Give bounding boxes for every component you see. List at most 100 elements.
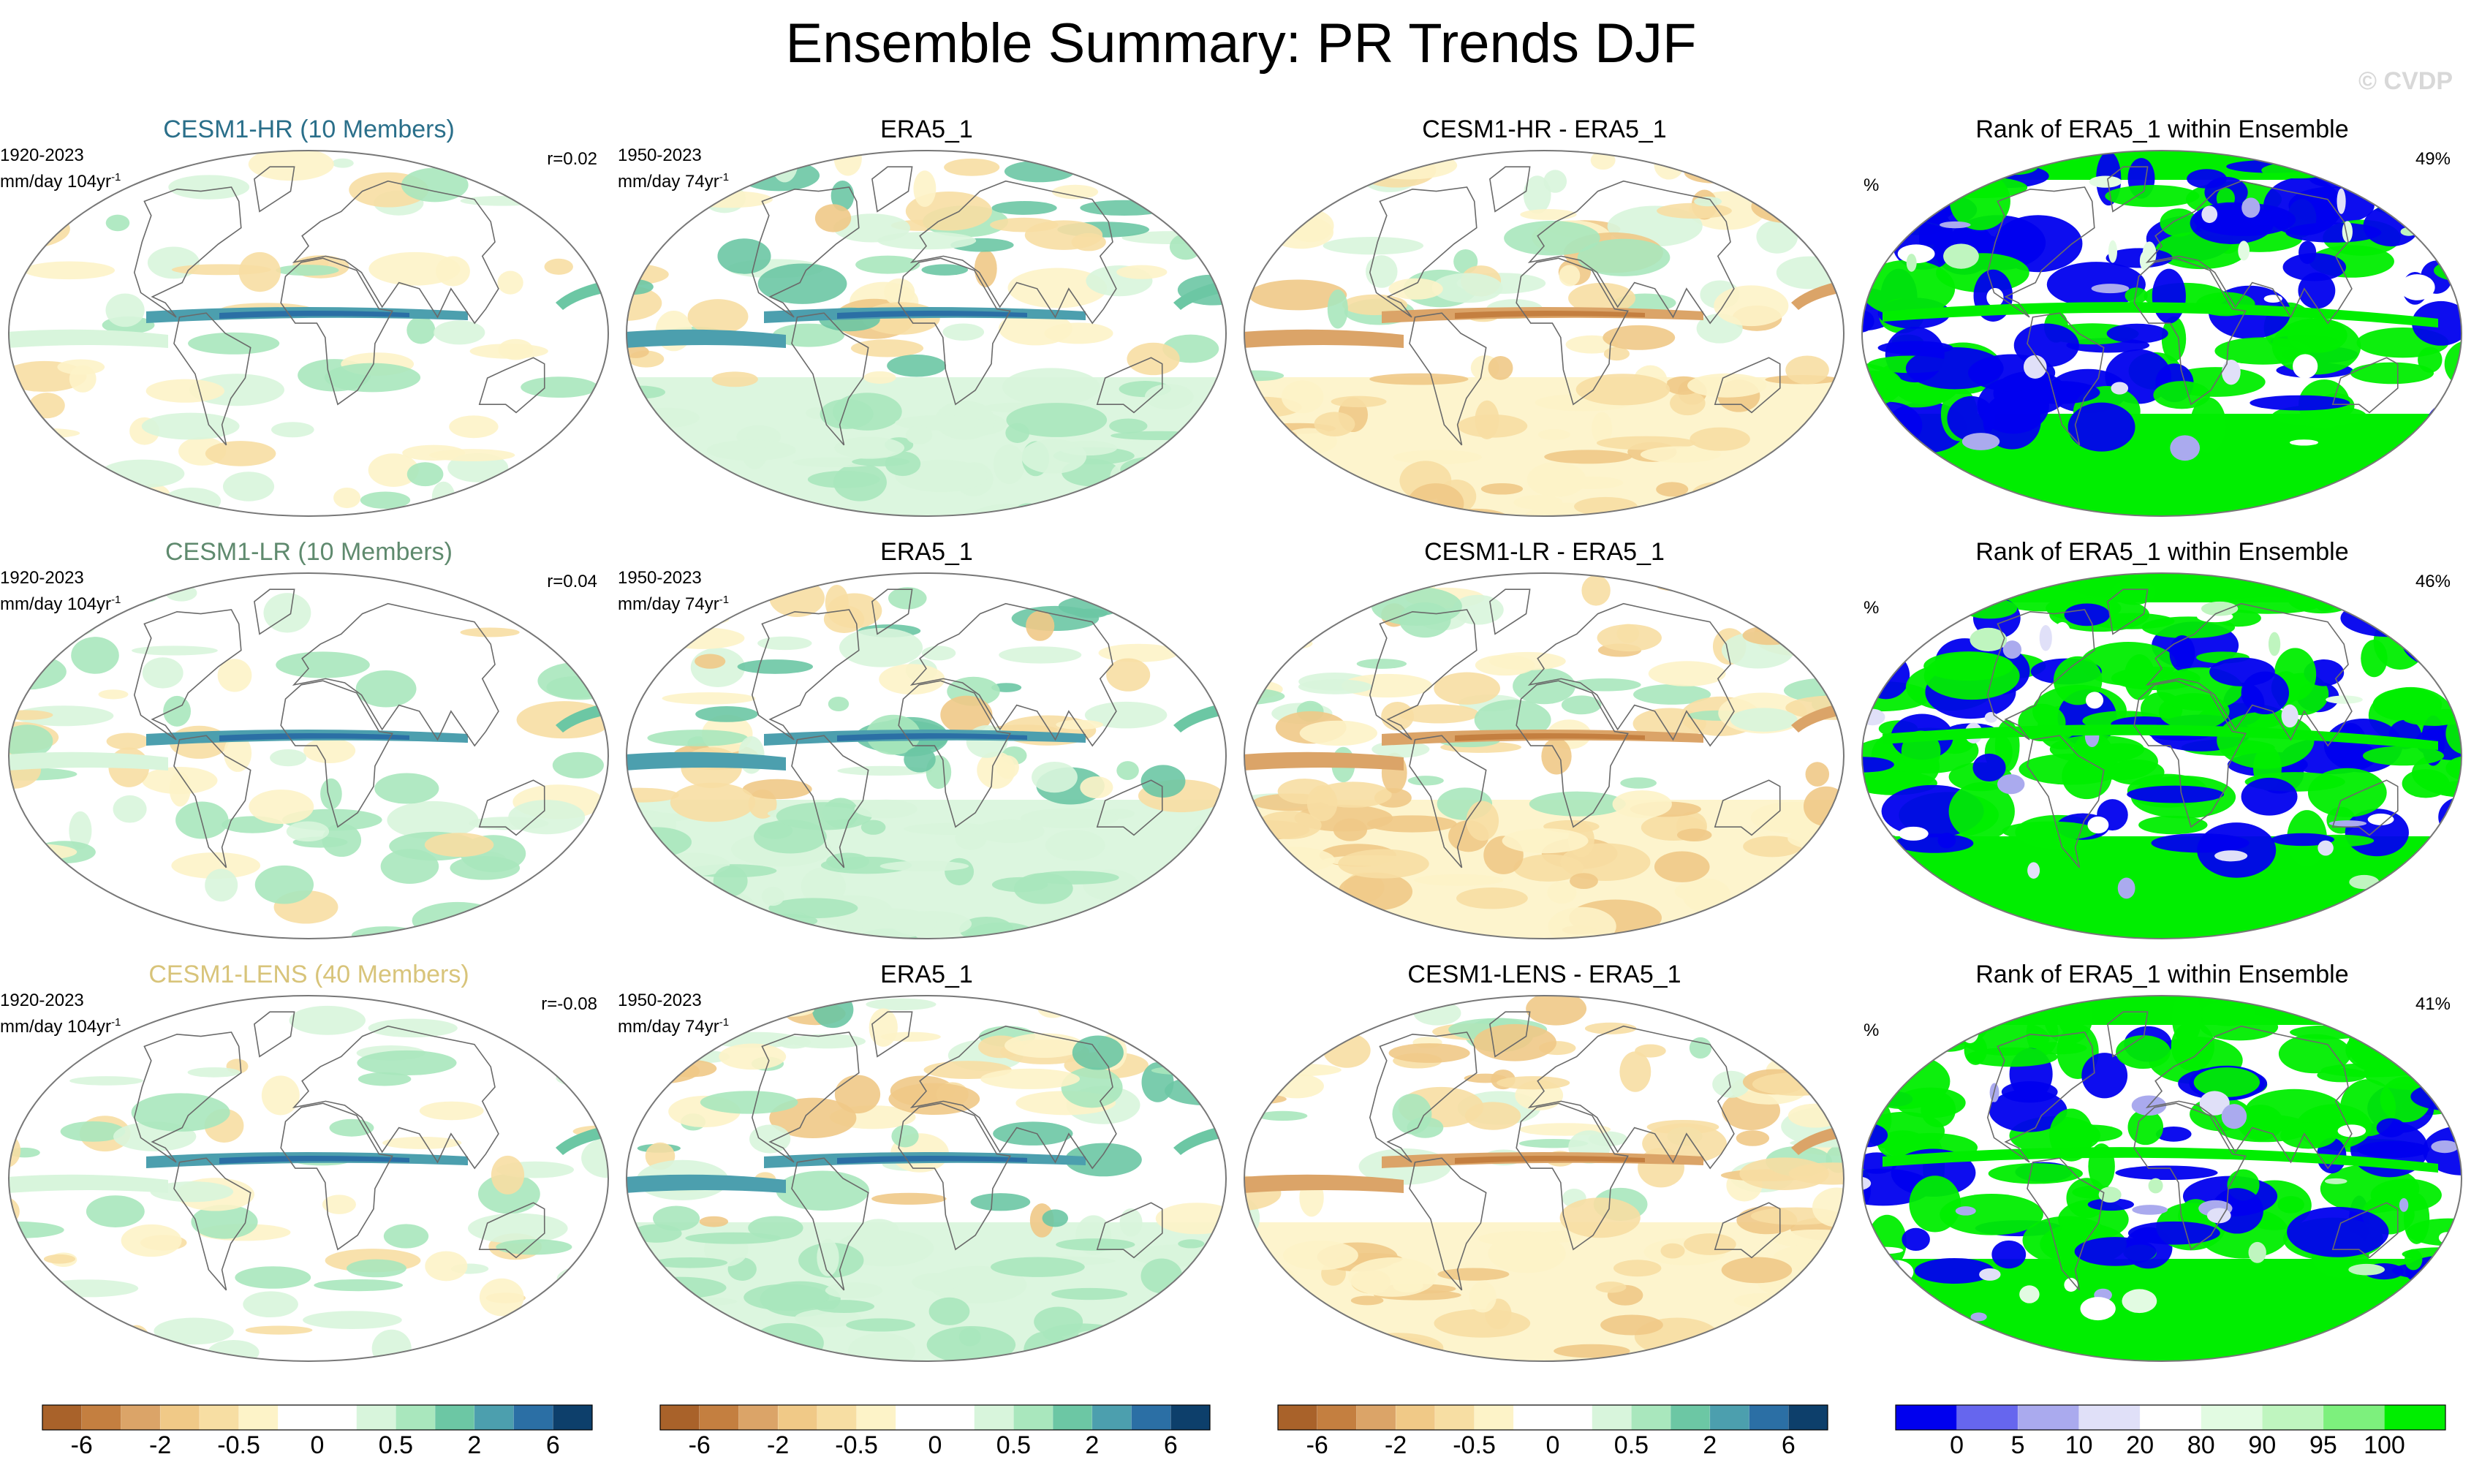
colorbar-tick-label: 6 [545,1431,560,1459]
global-map [626,995,1227,1362]
panel-meta: 1920-2023 mm/day 104yr-1 [0,567,121,616]
colorbar-swatch [356,1405,396,1430]
global-map [626,150,1227,517]
colorbar-swatch [1091,1405,1132,1430]
cvdp-watermark: © CVDP [2358,67,2453,95]
colorbar-tick-label: 10 [2065,1431,2093,1459]
colorbar-swatch [1956,1405,2018,1430]
panel-title: ERA5_1 [880,961,973,988]
panel-title: CESM1-LR - ERA5_1 [1424,538,1665,566]
colorbar-swatch [1434,1405,1475,1430]
panel-diff-r2: CESM1-LR - ERA5_1 [1236,538,1853,961]
panel-title: CESM1-LENS - ERA5_1 [1407,961,1681,988]
colorbar-swatch [1356,1405,1396,1430]
colorbar-swatch [699,1405,739,1430]
colorbar-swatch [660,1405,700,1430]
units-exponent: -1 [719,171,730,183]
pattern-correlation: r=0.04 [547,572,597,591]
colorbar-rank: 0 5 10 20 80 90 95 100 [1894,1404,2450,1484]
global-map [8,572,609,939]
panel-rank-r3: Rank of ERA5_1 within Ensemble % 41% [1853,961,2471,1383]
colorbar-tick-label: 2 [467,1431,482,1459]
colorbar-tick-label: 100 [2364,1431,2405,1459]
units-label: mm/day 74yr [618,594,719,614]
panel-title: CESM1-HR (10 Members) [163,116,455,143]
colorbar-tick-label: -6 [688,1431,711,1459]
colorbar-tick-label: 20 [2126,1431,2154,1459]
colorbar-tick-label: 90 [2248,1431,2277,1459]
colorbar-tick-label: 0 [310,1431,325,1459]
units-label: mm/day 104yr [0,594,112,614]
panel-title: CESM1-LENS (40 Members) [148,961,469,988]
colorbar-tick-label: 0 [1545,1431,1560,1459]
colorbar-swatch [160,1405,200,1430]
colorbar-swatch [2384,1405,2445,1430]
colorbar-swatch [1013,1405,1053,1430]
colorbar-swatch [1131,1405,1171,1430]
global-map [8,150,609,517]
panel-title: Rank of ERA5_1 within Ensemble [1975,116,2349,143]
rank-percentage: 49% [2415,149,2451,169]
global-map [1244,150,1845,517]
percent-unit: % [1864,1021,1880,1040]
panel-title: ERA5_1 [880,538,973,566]
colorbar-swatch [553,1405,592,1430]
panel-title: Rank of ERA5_1 within Ensemble [1975,538,2349,566]
colorbar-tick-label: -6 [1306,1431,1328,1459]
global-map [626,572,1227,939]
figure-title: Ensemble Summary: PR Trends DJF [785,12,1697,75]
colorbar-tick-label: 0.5 [1613,1431,1649,1459]
colorbar-swatch [121,1405,161,1430]
colorbar-tick-label: -6 [70,1431,93,1459]
colorbar-tick-label: 2 [1703,1431,1717,1459]
colorbar-swatch [238,1405,279,1430]
colorbar-swatch [1170,1405,1210,1430]
rank-percentage: 41% [2415,994,2451,1014]
colorbar-diff: -6 -2 -0.5 0 0.5 2 6 [1276,1404,1832,1484]
panel-diff-r3: CESM1-LENS - ERA5_1 [1236,961,1853,1383]
units-exponent: -1 [719,594,730,606]
panel-obs-r2: ERA5_1 1950-2023 mm/day 74yr-1 [618,538,1236,961]
colorbar-swatch [1671,1405,1710,1430]
panel-diff-r1: CESM1-HR - ERA5_1 [1236,116,1853,538]
global-map [1861,995,2462,1362]
colorbar-swatch [435,1405,474,1430]
global-map [1861,572,2462,939]
units-exponent: -1 [111,171,121,183]
colorbar-swatch [1553,1405,1592,1430]
colorbar-swatch [1053,1405,1092,1430]
colorbar-swatch [1317,1405,1357,1430]
colorbar-obs: -6 -2 -0.5 0 0.5 2 6 [659,1404,1214,1484]
period-label: 1950-2023 [618,991,702,1010]
colorbar-swatch [474,1405,514,1430]
units-label: mm/day 104yr [0,172,112,192]
pattern-correlation: r=-0.08 [541,994,597,1014]
panel-meta: 1950-2023 mm/day 74yr-1 [618,567,729,616]
colorbar-tick-label: 95 [2309,1431,2337,1459]
colorbar-swatch [896,1405,935,1430]
global-map [1244,572,1845,939]
colorbar-swatch [81,1405,121,1430]
colorbar-swatch [738,1405,779,1430]
colorbar-swatch [2262,1405,2323,1430]
rank-percentage: 46% [2415,572,2451,591]
global-map [1244,995,1845,1362]
units-exponent: -1 [111,1016,121,1029]
period-label: 1920-2023 [0,991,84,1010]
colorbar-swatch [2078,1405,2141,1430]
colorbar-swatch [2201,1405,2263,1430]
panel-meta: 1950-2023 mm/day 74yr-1 [618,990,729,1038]
panel-meta: 1920-2023 mm/day 104yr-1 [0,145,121,193]
colorbar-swatch [1788,1405,1828,1430]
colorbar-tick-label: -0.5 [835,1431,878,1459]
colorbar-tick-label: 6 [1781,1431,1796,1459]
pattern-correlation: r=0.02 [547,149,597,169]
period-label: 1950-2023 [618,568,702,588]
panel-model-r1: CESM1-HR (10 Members) 1920-2023 mm/day 10… [0,116,618,538]
colorbar-swatch [935,1405,975,1430]
colorbar-swatch [278,1405,317,1430]
colorbar-tick-label: 6 [1163,1431,1178,1459]
colorbar-swatch [1278,1405,1317,1430]
colorbar-swatch [513,1405,553,1430]
colorbar-tick-label: 0.5 [378,1431,414,1459]
